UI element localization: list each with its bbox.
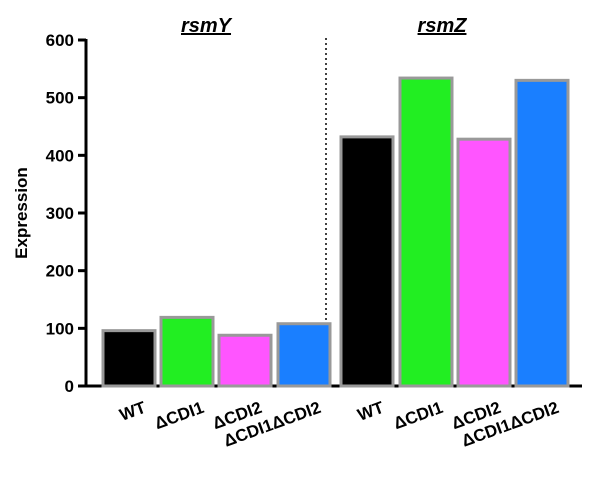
x-category-label: WT: [117, 398, 149, 425]
bar-rsmZ-1: [339, 135, 395, 388]
bar-rsmY-4: [276, 322, 332, 388]
bar-rsmZ-4: [514, 78, 570, 388]
y-tick-label: 600: [46, 31, 74, 50]
bar-rsmY-1: [101, 329, 157, 388]
bars: [101, 76, 570, 388]
bar-rsmY-3: [217, 333, 273, 388]
group-title-rsmY: rsmY: [181, 15, 233, 37]
y-tick-label: 200: [46, 262, 74, 281]
bar-rsmZ-2: [398, 76, 454, 388]
x-category-label: WT: [355, 398, 387, 425]
y-tick-label: 0: [65, 377, 74, 396]
group-title-rsmZ: rsmZ: [418, 15, 468, 37]
y-tick-label: 300: [46, 204, 74, 223]
y-tick-label: 400: [46, 146, 74, 165]
bar-rsmZ-3: [456, 137, 512, 388]
y-tick-label: 500: [46, 89, 74, 108]
y-tick-label: 100: [46, 319, 74, 338]
y-axis-title: Expression: [12, 167, 31, 259]
x-category-label: ΔCDI1: [391, 398, 445, 433]
bar-rsmY-2: [159, 315, 215, 388]
x-category-label: ΔCDI1: [152, 398, 206, 433]
